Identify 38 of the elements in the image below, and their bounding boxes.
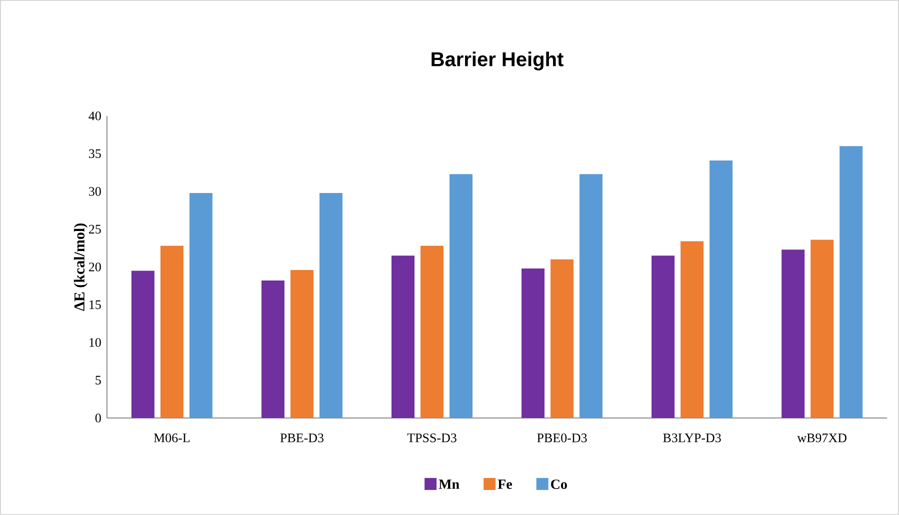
x-tick-label: PBE0-D3 — [537, 434, 587, 442]
legend-label: Fe — [498, 480, 512, 489]
y-tick-label: 40 — [88, 112, 101, 120]
y-tick-label: 25 — [88, 224, 101, 234]
bar — [680, 241, 704, 418]
bar — [131, 270, 154, 418]
bar — [420, 246, 444, 418]
bar — [261, 280, 284, 418]
x-tick-label: TPSS-D3 — [407, 434, 456, 442]
bar — [550, 259, 574, 418]
x-tick-label: M06-L — [154, 434, 190, 442]
y-tick-label: 35 — [89, 149, 101, 158]
bar — [782, 250, 805, 418]
bar — [450, 174, 473, 418]
bar — [319, 193, 342, 418]
x-tick-label: PBE-D3 — [280, 434, 324, 442]
y-tick-label: 0 — [95, 414, 101, 422]
y-tick-label: 5 — [96, 376, 101, 385]
y-tick-label: 30 — [89, 187, 101, 196]
bar — [189, 193, 212, 418]
legend-label: Co — [551, 480, 567, 490]
bar — [290, 270, 314, 418]
y-axis-title: ΔE (kcal/mol) — [74, 224, 88, 311]
bar — [580, 174, 603, 418]
y-tick-label: 15 — [90, 300, 101, 310]
bar — [391, 256, 414, 418]
x-tick-label: B3LYP-D3 — [663, 434, 721, 442]
bar — [160, 246, 184, 418]
x-tick-label: wB97XD — [797, 434, 846, 442]
y-tick-label: 20 — [88, 262, 101, 272]
bar — [840, 146, 863, 418]
y-tick-label: 10 — [90, 338, 101, 347]
bar — [710, 160, 733, 418]
bar — [652, 256, 675, 418]
bar — [522, 268, 545, 418]
legend-label: Mn — [438, 480, 460, 489]
bar — [810, 240, 834, 418]
chart-title: Barrier Height — [432, 52, 564, 70]
